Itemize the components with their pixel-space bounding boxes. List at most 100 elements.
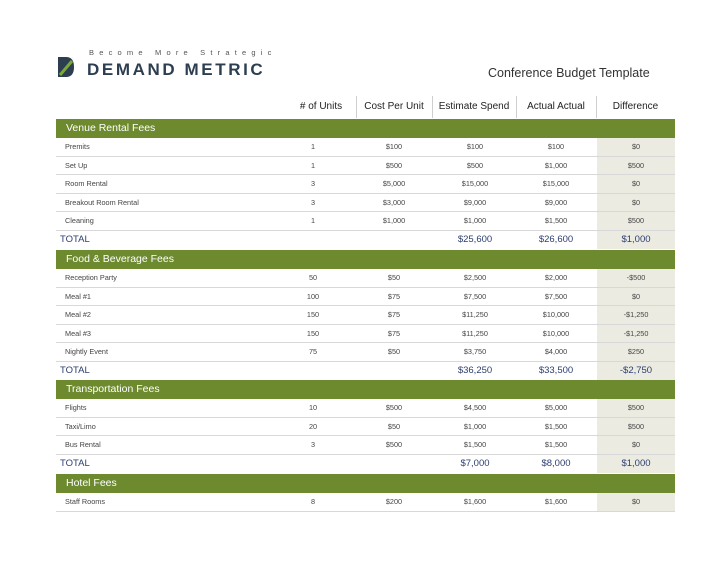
column-header-estimate-spend: Estimate Spend (432, 96, 517, 118)
difference-cell: $250 (597, 343, 675, 361)
actual-cell: $1,500 (544, 421, 568, 431)
logo-mark-icon (58, 57, 74, 77)
table-row: Set Up 1 $500 $500 $1,000 $500 (56, 156, 675, 175)
actual-cell: $7,500 (544, 291, 568, 301)
item-cell: Meal #2 (65, 310, 91, 319)
estimate-cell: $1,500 (463, 440, 487, 449)
difference-cell: $0 (597, 138, 675, 156)
actual-cell: $5,000 (544, 403, 568, 412)
difference-cell: $500 (597, 156, 675, 174)
units-cell: 150 (306, 328, 320, 338)
table-row: Cleaning 1 $1,000 $1,000 $1,500 $500 (56, 212, 675, 231)
item-cell: Nightly Event (65, 347, 108, 356)
total-estimate: $25,600 (457, 233, 493, 245)
tagline: Become More Strategic (89, 48, 277, 57)
item-cell: Room Rental (65, 179, 108, 188)
cost-per-unit-cell: $200 (385, 497, 403, 506)
units-cell: 50 (308, 273, 318, 282)
total-label: TOTAL (60, 457, 90, 469)
actual-cell: $4,000 (544, 347, 568, 356)
actual-cell: $10,000 (542, 328, 570, 338)
section-header: Venue Rental Fees (56, 119, 675, 138)
total-difference: $1,000 (597, 230, 675, 249)
cost-per-unit-cell: $50 (387, 273, 401, 282)
total-estimate: $36,250 (457, 364, 493, 376)
cost-per-unit-cell: $75 (387, 328, 401, 338)
section-header: Hotel Fees (56, 474, 675, 493)
table-row: Flights 10 $500 $4,500 $5,000 $500 (56, 399, 675, 418)
table-row: Meal #2 150 $75 $11,250 $10,000 -$1,250 (56, 306, 675, 325)
estimate-cell: $1,600 (463, 497, 487, 506)
column-header-units: # of Units (286, 96, 357, 118)
difference-cell: $0 (597, 493, 675, 511)
units-cell: 150 (306, 310, 320, 319)
total-difference: $1,000 (597, 454, 675, 473)
units-cell: 20 (308, 421, 318, 431)
difference-cell: -$1,250 (597, 306, 675, 324)
table-row: Taxi/Limo 20 $50 $1,000 $1,500 $500 (56, 417, 675, 436)
total-row: TOTAL $25,600 $26,600 $1,000 (56, 230, 675, 249)
table-row: Room Rental 3 $5,000 $15,000 $15,000 $0 (56, 175, 675, 194)
estimate-cell: $7,500 (463, 291, 487, 301)
cost-per-unit-cell: $50 (387, 421, 401, 431)
total-estimate: $7,000 (460, 457, 490, 469)
difference-cell: $0 (597, 436, 675, 454)
item-cell: Meal #1 (65, 291, 91, 301)
estimate-cell: $4,500 (463, 403, 487, 412)
total-label: TOTAL (60, 233, 90, 245)
brand-name: DEMAND METRIC (87, 60, 266, 79)
cost-per-unit-cell: $50 (387, 347, 401, 356)
units-cell: 3 (310, 440, 316, 449)
cost-per-unit-cell: $500 (385, 403, 403, 412)
cost-per-unit-cell: $75 (387, 291, 401, 301)
units-cell: 1 (310, 216, 316, 225)
units-cell: 3 (310, 179, 316, 188)
actual-cell: $1,600 (544, 497, 568, 506)
actual-cell: $9,000 (544, 197, 568, 207)
difference-cell: -$500 (597, 269, 675, 287)
total-actual: $8,000 (541, 457, 571, 469)
estimate-cell: $1,000 (463, 216, 487, 225)
section-header: Food & Beverage Fees (56, 250, 675, 269)
table-row: Meal #3 150 $75 $11,250 $10,000 -$1,250 (56, 324, 675, 343)
table-row: Meal #1 100 $75 $7,500 $7,500 $0 (56, 287, 675, 306)
item-cell: Premits (65, 142, 90, 151)
item-cell: Meal #3 (65, 328, 91, 338)
difference-cell: $500 (597, 399, 675, 417)
difference-cell: $0 (597, 287, 675, 305)
item-cell: Flights (65, 403, 87, 412)
item-cell: Cleaning (65, 216, 94, 225)
actual-cell: $10,000 (542, 310, 570, 319)
cost-per-unit-cell: $500 (385, 160, 403, 170)
table-row: Bus Rental 3 $500 $1,500 $1,500 $0 (56, 436, 675, 455)
item-cell: Set Up (65, 160, 88, 170)
item-cell: Bus Rental (65, 440, 101, 449)
total-label: TOTAL (60, 364, 90, 376)
units-cell: 1 (310, 160, 316, 170)
total-actual: $26,600 (538, 233, 574, 245)
section-header: Transportation Fees (56, 380, 675, 399)
estimate-cell: $3,750 (463, 347, 487, 356)
demand-metric-logo: Become More Strategic DEMAND METRIC (56, 48, 286, 82)
estimate-cell: $100 (466, 142, 484, 151)
units-cell: 8 (310, 497, 316, 506)
actual-cell: $2,000 (544, 273, 568, 282)
difference-cell: $0 (597, 193, 675, 211)
difference-cell: -$1,250 (597, 324, 675, 342)
estimate-cell: $15,000 (461, 179, 489, 188)
table-row: Staff Rooms 8 $200 $1,600 $1,600 $0 (56, 493, 675, 512)
item-cell: Staff Rooms (65, 497, 106, 506)
cost-per-unit-cell: $3,000 (382, 197, 406, 207)
item-cell: Taxi/Limo (65, 421, 96, 431)
total-row: TOTAL $36,250 $33,500 -$2,750 (56, 361, 675, 380)
cost-per-unit-cell: $500 (385, 440, 403, 449)
estimate-cell: $11,250 (462, 328, 488, 338)
estimate-cell: $2,500 (463, 273, 487, 282)
cost-per-unit-cell: $75 (387, 310, 401, 319)
units-cell: 10 (308, 403, 318, 412)
units-cell: 100 (306, 291, 320, 301)
estimate-cell: $500 (466, 160, 484, 170)
page-title: Conference Budget Template (488, 66, 650, 80)
units-cell: 3 (310, 197, 316, 207)
estimate-cell: $9,000 (463, 197, 487, 207)
